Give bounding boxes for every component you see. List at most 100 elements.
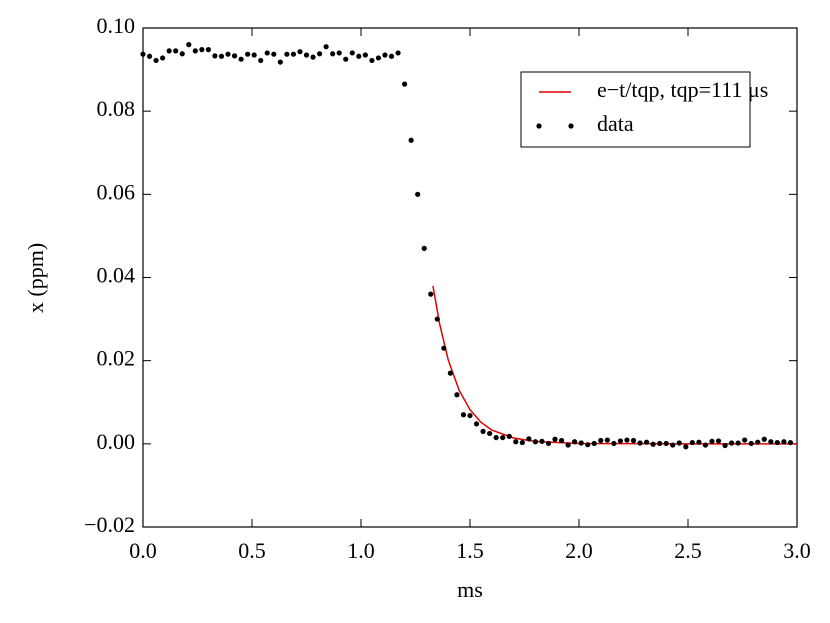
data-point [316, 51, 323, 57]
data-point [441, 345, 447, 351]
y-tick-label: 0.04 [97, 263, 136, 288]
y-tick-label: 0.10 [97, 13, 136, 38]
data-point [513, 439, 519, 445]
data-point [696, 439, 702, 445]
data-point [558, 437, 565, 444]
data-point [565, 442, 571, 448]
legend-label: e−t/tqp, tqp=111 μs [597, 77, 768, 102]
data-point [212, 53, 218, 59]
data-point [545, 440, 552, 447]
data-point [297, 49, 303, 55]
data-point [173, 48, 179, 54]
data-point [336, 50, 342, 56]
data-point [447, 370, 453, 376]
data-point [715, 438, 722, 444]
data-point [375, 55, 382, 61]
data-point [271, 51, 277, 57]
data-point [539, 438, 545, 444]
data-point [748, 440, 754, 447]
y-tick-label: 0.00 [97, 429, 136, 454]
data-point [323, 44, 329, 50]
data-point [395, 50, 401, 56]
data-point [683, 444, 689, 450]
data-point [382, 52, 388, 58]
data-point [290, 51, 297, 57]
data-point [192, 48, 198, 54]
data-point [657, 440, 663, 447]
data-point [742, 437, 748, 443]
data-point [552, 436, 558, 442]
x-tick-label: 0.5 [238, 538, 266, 563]
data-point [343, 56, 349, 62]
data-point [787, 439, 794, 446]
data-point [670, 442, 676, 448]
data-point [388, 53, 395, 59]
data-point [205, 47, 211, 53]
data-point [251, 52, 257, 58]
data-point [153, 57, 159, 64]
x-axis-label: ms [457, 577, 483, 602]
data-point [519, 439, 525, 446]
y-tick-label: 0.08 [97, 96, 136, 121]
data-point [643, 439, 650, 445]
x-tick-label: 1.0 [347, 538, 375, 563]
data-point [729, 440, 735, 446]
data-point [238, 56, 244, 62]
data-point [231, 53, 238, 59]
data-point [604, 437, 610, 443]
data-point [186, 42, 192, 48]
data-point [735, 440, 741, 446]
data-point [303, 52, 310, 58]
data-point [225, 51, 231, 57]
data-point [755, 439, 761, 445]
fit-line [432, 285, 797, 445]
data-point [781, 439, 787, 445]
data-point [460, 412, 467, 418]
data-point [637, 440, 643, 446]
data-point [402, 81, 408, 87]
data-point [526, 436, 532, 442]
data-point [199, 47, 205, 53]
data-point [428, 291, 434, 297]
data-point [245, 51, 251, 57]
legend-box [520, 71, 751, 148]
y-axis-label: x (ppm) [23, 243, 48, 313]
data-point [415, 191, 421, 197]
data-point [310, 54, 316, 60]
x-tick-label: 2.0 [565, 538, 593, 563]
data-point [774, 439, 780, 446]
data-point [572, 439, 578, 445]
x-tick-label: 1.5 [456, 538, 484, 563]
data-point [160, 55, 166, 61]
data-point [356, 53, 362, 59]
data-point [473, 421, 480, 427]
data-point [480, 428, 486, 434]
data-point [467, 412, 473, 419]
data-point [663, 440, 669, 447]
data-point [179, 51, 185, 57]
data-point [578, 440, 584, 446]
y-tick-label: 0.02 [97, 346, 136, 371]
data-point [421, 245, 427, 251]
data-point [140, 51, 146, 57]
data-point [258, 57, 264, 64]
data-point [408, 137, 414, 143]
data-point [434, 316, 440, 322]
data-point [330, 51, 336, 57]
data-point [630, 437, 637, 444]
data-point [284, 51, 290, 57]
data-point [591, 440, 597, 447]
x-tick-label: 3.0 [783, 538, 811, 563]
y-tick-label: −0.02 [84, 512, 135, 537]
data-point [349, 50, 355, 56]
data-point [500, 434, 506, 441]
data-point [598, 437, 604, 444]
x-tick-label: 0.0 [129, 538, 157, 563]
data-point [761, 436, 767, 442]
legend-marker [568, 123, 574, 129]
data-point [487, 430, 493, 437]
x-tick-label: 2.5 [674, 538, 702, 563]
data-point [532, 439, 539, 445]
data-point [506, 433, 512, 439]
